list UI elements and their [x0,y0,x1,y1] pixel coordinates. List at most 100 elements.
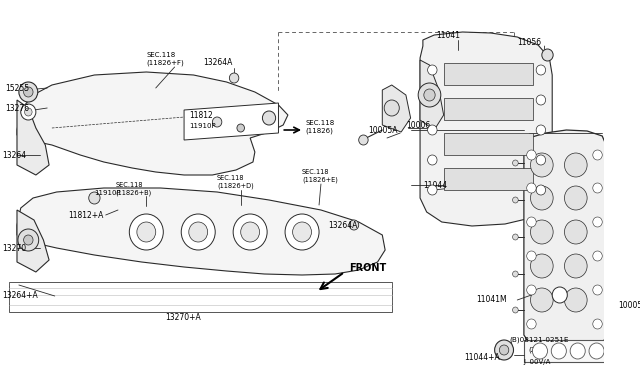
Circle shape [564,186,587,210]
Circle shape [593,251,602,261]
Text: SEC.118: SEC.118 [115,182,143,188]
Polygon shape [17,188,385,275]
Circle shape [536,65,546,75]
Circle shape [424,89,435,101]
Text: 11056: 11056 [517,38,541,46]
Circle shape [564,254,587,278]
Circle shape [612,307,618,313]
Circle shape [536,125,546,135]
Text: SEC.118: SEC.118 [147,52,175,58]
Circle shape [531,186,553,210]
Circle shape [24,235,33,245]
Circle shape [542,49,553,61]
Circle shape [532,343,547,359]
Text: (11826+B): (11826+B) [115,190,152,196]
Text: (11826+F): (11826+F) [147,60,184,66]
Circle shape [612,197,618,203]
Circle shape [552,287,567,303]
Circle shape [513,271,518,277]
Circle shape [513,307,518,313]
Circle shape [237,124,244,132]
Circle shape [551,343,566,359]
Circle shape [428,125,437,135]
Circle shape [129,214,163,250]
Circle shape [20,104,36,120]
Circle shape [513,234,518,240]
Circle shape [612,234,618,240]
Circle shape [593,285,602,295]
Text: 11044+A: 11044+A [465,353,500,362]
Circle shape [570,343,585,359]
Circle shape [527,251,536,261]
Text: 11041: 11041 [436,31,460,39]
Circle shape [499,345,509,355]
Text: 13264A: 13264A [328,221,358,230]
Circle shape [89,192,100,204]
Text: 11910P: 11910P [94,190,121,196]
Text: (11826+D): (11826+D) [217,183,254,189]
Polygon shape [420,60,444,130]
Circle shape [495,340,513,360]
Polygon shape [382,85,411,132]
Polygon shape [10,282,392,312]
Polygon shape [17,210,49,272]
Text: 11910P: 11910P [189,123,216,129]
Circle shape [536,155,546,165]
Text: 13270+A: 13270+A [165,314,201,323]
Circle shape [564,288,587,312]
Circle shape [292,222,312,242]
Circle shape [137,222,156,242]
Text: 10005A: 10005A [368,125,397,135]
Circle shape [593,217,602,227]
Circle shape [527,183,536,193]
Circle shape [285,214,319,250]
Circle shape [536,185,546,195]
Circle shape [358,135,368,145]
Circle shape [612,160,618,166]
Text: 13270: 13270 [2,244,26,253]
Circle shape [589,343,604,359]
Text: SEC.118: SEC.118 [217,175,244,181]
Polygon shape [444,98,533,120]
Text: 11044: 11044 [423,180,447,189]
Circle shape [428,185,437,195]
Text: 11812+A: 11812+A [68,211,103,219]
Polygon shape [444,168,533,190]
Circle shape [428,155,437,165]
Text: 13264+A: 13264+A [2,292,38,301]
Text: 11041M: 11041M [477,295,508,305]
Circle shape [527,285,536,295]
Circle shape [536,95,546,105]
Circle shape [212,117,222,127]
Polygon shape [444,63,533,85]
Circle shape [593,319,602,329]
Circle shape [564,220,587,244]
Circle shape [233,214,267,250]
Circle shape [564,153,587,177]
Circle shape [384,100,399,116]
Circle shape [24,108,32,116]
Circle shape [262,111,276,125]
Circle shape [527,150,536,160]
Polygon shape [17,100,49,175]
Text: 11812: 11812 [189,110,212,119]
Text: (B)08121-0251E: (B)08121-0251E [509,337,569,343]
Text: J  00V/A: J 00V/A [524,359,551,365]
Circle shape [531,288,553,312]
Polygon shape [420,32,552,226]
Text: 15255: 15255 [4,83,29,93]
Text: (11826+E): (11826+E) [302,177,338,183]
Circle shape [593,183,602,193]
Text: 13264A: 13264A [203,58,232,67]
Text: 13276: 13276 [4,103,29,112]
Circle shape [418,83,441,107]
Text: SEC.118: SEC.118 [302,169,330,175]
Circle shape [513,160,518,166]
Circle shape [19,82,38,102]
Circle shape [24,87,33,97]
Text: SEC.118: SEC.118 [306,120,335,126]
Text: (2): (2) [529,347,538,353]
Circle shape [531,254,553,278]
Circle shape [428,95,437,105]
Circle shape [527,217,536,227]
